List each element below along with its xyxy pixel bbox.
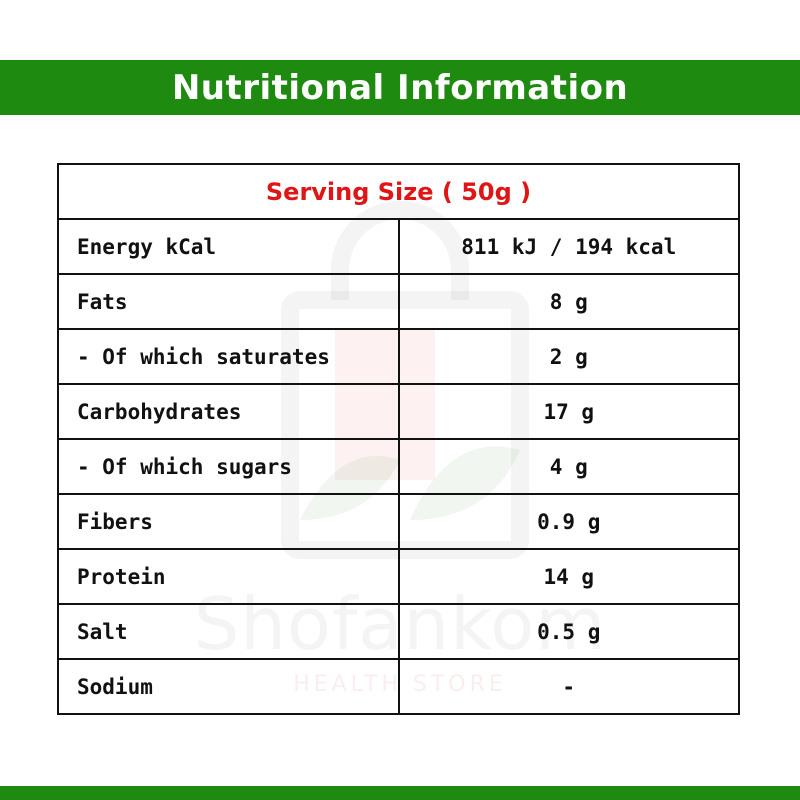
nutrient-label: Carbohydrates xyxy=(57,383,400,440)
table-row: - Of which sugars 4 g xyxy=(57,438,740,495)
table-row: Energy kCal 811 kJ / 194 kcal xyxy=(57,218,740,275)
table-row: - Of which saturates 2 g xyxy=(57,328,740,385)
nutrient-label: - Of which saturates xyxy=(57,328,400,385)
table-row: Carbohydrates 17 g xyxy=(57,383,740,440)
nutrient-value: 8 g xyxy=(397,273,740,330)
nutrient-value: 4 g xyxy=(397,438,740,495)
nutrient-value: 17 g xyxy=(397,383,740,440)
nutrient-label: Salt xyxy=(57,603,400,660)
nutrient-label: Fats xyxy=(57,273,400,330)
nutrient-label: Energy kCal xyxy=(57,218,400,275)
footer-band xyxy=(0,786,800,800)
nutrient-value: 0.9 g xyxy=(397,493,740,550)
serving-size-label: Serving Size ( 50g ) xyxy=(57,163,740,220)
page-title: Nutritional Information xyxy=(171,67,629,108)
nutrition-table: Serving Size ( 50g ) Energy kCal 811 kJ … xyxy=(57,163,740,715)
nutrient-value: 14 g xyxy=(397,548,740,605)
nutrient-value: 811 kJ / 194 kcal xyxy=(397,218,740,275)
header-band: Nutritional Information xyxy=(0,60,800,115)
nutrient-label: Sodium xyxy=(57,658,400,715)
nutrient-value: - xyxy=(397,658,740,715)
nutrient-label: - Of which sugars xyxy=(57,438,400,495)
nutrient-value: 2 g xyxy=(397,328,740,385)
table-row: Protein 14 g xyxy=(57,548,740,605)
table-row: Sodium - xyxy=(57,658,740,715)
table-row: Fats 8 g xyxy=(57,273,740,330)
nutrient-label: Fibers xyxy=(57,493,400,550)
table-row: Salt 0.5 g xyxy=(57,603,740,660)
serving-size-row: Serving Size ( 50g ) xyxy=(57,163,740,220)
table-row: Fibers 0.9 g xyxy=(57,493,740,550)
nutrient-value: 0.5 g xyxy=(397,603,740,660)
nutrient-label: Protein xyxy=(57,548,400,605)
